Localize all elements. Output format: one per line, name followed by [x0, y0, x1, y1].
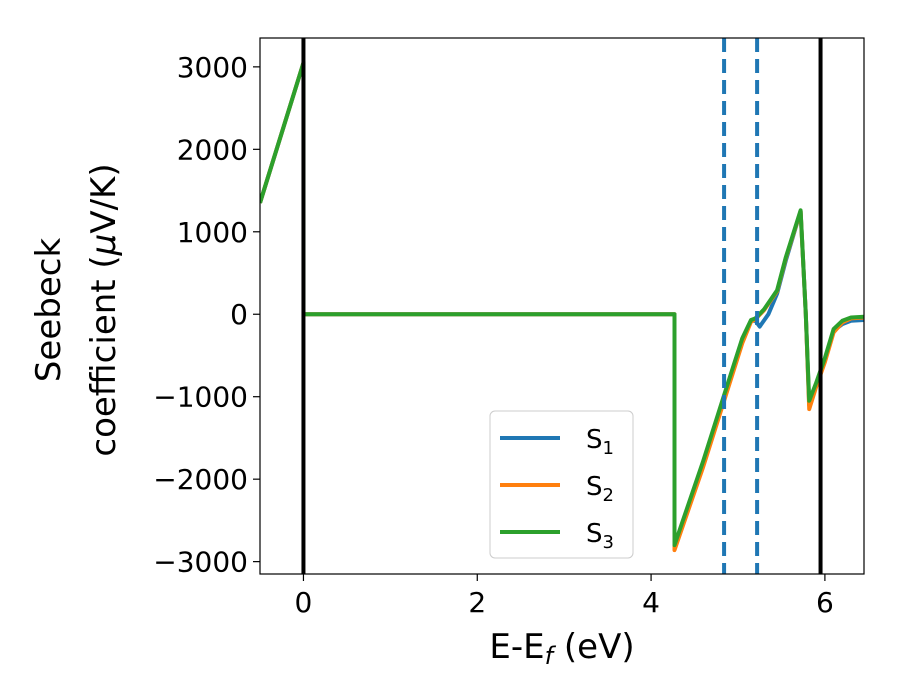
legend-label-s3: S3: [586, 519, 614, 553]
y-axis-title-line1: Seebeck: [29, 238, 69, 383]
y-tick-label: 2000: [177, 133, 248, 166]
x-tick-label: 6: [816, 586, 834, 619]
legend: S1 S2 S3: [489, 410, 634, 559]
y-tick-label: −1000: [153, 381, 248, 414]
y-tick-label: 0: [230, 298, 248, 331]
plot-area: [260, 38, 864, 574]
x-axis-title: E-Ef (eV): [489, 627, 634, 670]
legend-label-s1: S1: [586, 425, 614, 459]
x-tick-label: 4: [642, 586, 660, 619]
series-line-s3: [260, 60, 864, 548]
x-tick-label: 2: [468, 586, 486, 619]
y-tick-label: 3000: [177, 51, 248, 84]
y-tick-label: −2000: [153, 463, 248, 496]
y-axis: 3000 2000 1000 0 −1000 −2000 −3000: [153, 51, 260, 579]
y-tick-label: −3000: [153, 546, 248, 579]
legend-label-s2: S2: [586, 472, 614, 506]
x-axis: 0 2 4 6: [295, 574, 834, 619]
legend-box: [489, 410, 634, 559]
plot-frame: [259, 37, 865, 575]
y-axis-title-line2: coefficient (μV/K): [84, 163, 124, 456]
x-tick-label: 0: [295, 586, 313, 619]
y-axis-title: Seebeck coefficient (μV/K): [29, 163, 124, 456]
y-tick-label: 1000: [177, 216, 248, 249]
